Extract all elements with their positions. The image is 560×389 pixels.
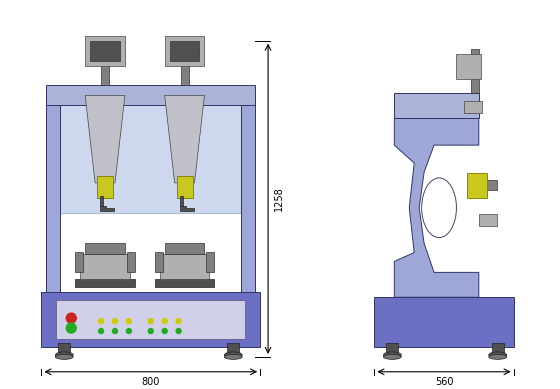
- Polygon shape: [241, 93, 255, 292]
- Polygon shape: [160, 254, 209, 279]
- Polygon shape: [97, 176, 113, 198]
- Circle shape: [176, 329, 181, 333]
- Circle shape: [162, 329, 167, 333]
- Polygon shape: [90, 41, 120, 61]
- Polygon shape: [41, 292, 260, 347]
- Polygon shape: [394, 118, 479, 297]
- Circle shape: [99, 319, 104, 324]
- Polygon shape: [386, 343, 398, 355]
- Polygon shape: [101, 41, 109, 86]
- Text: 560: 560: [435, 377, 453, 387]
- Polygon shape: [46, 93, 60, 292]
- Polygon shape: [155, 252, 163, 272]
- Circle shape: [113, 319, 118, 324]
- Polygon shape: [127, 252, 135, 272]
- Polygon shape: [165, 243, 204, 254]
- Ellipse shape: [225, 354, 242, 359]
- Polygon shape: [180, 41, 189, 86]
- Circle shape: [162, 319, 167, 324]
- Circle shape: [148, 319, 153, 324]
- Polygon shape: [80, 254, 130, 279]
- Polygon shape: [100, 196, 103, 206]
- Polygon shape: [58, 343, 70, 355]
- Polygon shape: [227, 343, 239, 355]
- Polygon shape: [57, 300, 245, 339]
- Polygon shape: [75, 279, 135, 287]
- Polygon shape: [180, 196, 183, 206]
- Polygon shape: [46, 86, 255, 105]
- Ellipse shape: [384, 354, 402, 359]
- Polygon shape: [155, 279, 214, 287]
- Polygon shape: [180, 206, 194, 211]
- Polygon shape: [479, 180, 497, 190]
- Ellipse shape: [55, 354, 73, 359]
- Circle shape: [113, 329, 118, 333]
- Polygon shape: [85, 36, 125, 66]
- Text: 800: 800: [142, 377, 160, 387]
- Circle shape: [127, 319, 132, 324]
- Polygon shape: [176, 176, 193, 198]
- Polygon shape: [165, 36, 204, 66]
- Circle shape: [66, 313, 76, 323]
- Polygon shape: [471, 49, 479, 93]
- Polygon shape: [375, 297, 514, 347]
- Ellipse shape: [384, 352, 402, 358]
- Polygon shape: [456, 54, 481, 79]
- Circle shape: [99, 329, 104, 333]
- Polygon shape: [75, 252, 83, 272]
- Polygon shape: [85, 243, 125, 254]
- Polygon shape: [85, 95, 125, 183]
- Circle shape: [176, 319, 181, 324]
- Polygon shape: [100, 206, 114, 211]
- Circle shape: [127, 329, 132, 333]
- Polygon shape: [207, 252, 214, 272]
- Ellipse shape: [489, 352, 507, 358]
- Polygon shape: [394, 93, 479, 118]
- Polygon shape: [170, 41, 199, 61]
- Circle shape: [148, 329, 153, 333]
- Polygon shape: [479, 214, 497, 226]
- Circle shape: [66, 323, 76, 333]
- Ellipse shape: [422, 178, 456, 238]
- Polygon shape: [464, 102, 482, 113]
- Ellipse shape: [225, 352, 242, 358]
- Text: 1258: 1258: [274, 186, 284, 211]
- Polygon shape: [492, 343, 503, 355]
- Ellipse shape: [55, 352, 73, 358]
- Polygon shape: [165, 95, 204, 183]
- Polygon shape: [60, 105, 241, 213]
- Polygon shape: [467, 173, 487, 198]
- Ellipse shape: [489, 354, 507, 359]
